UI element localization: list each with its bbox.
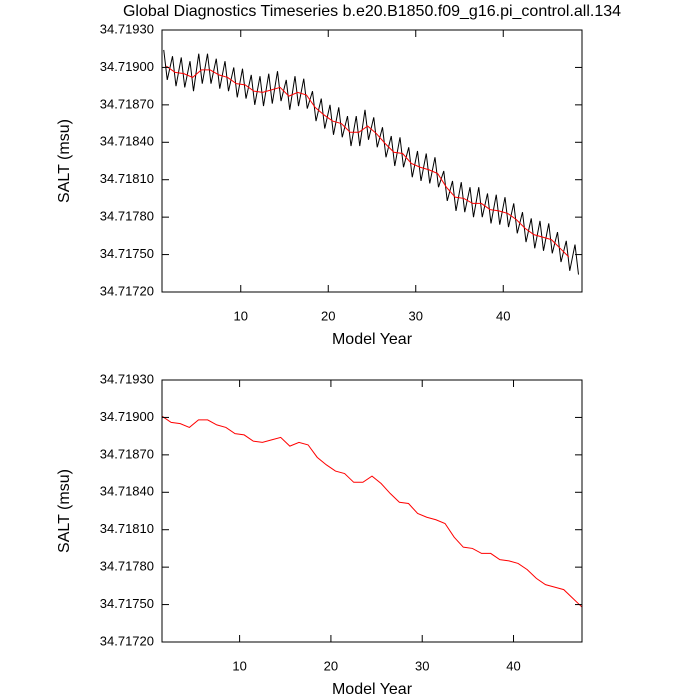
series-line	[163, 49, 579, 275]
y-tick-label: 34.71930	[100, 21, 154, 36]
y-axis-label: SALT (msu)	[56, 469, 73, 553]
y-tick-label: 34.71780	[100, 559, 154, 574]
x-tick-label: 20	[321, 308, 335, 323]
y-tick-label: 34.71810	[100, 521, 154, 536]
plot-frame	[161, 29, 583, 293]
x-tick-label: 10	[234, 308, 248, 323]
y-tick-label: 34.71750	[100, 596, 154, 611]
x-tick-label: 30	[415, 658, 429, 673]
series-line	[161, 415, 583, 608]
y-tick-label: 34.71930	[100, 371, 154, 386]
x-tick-label: 30	[409, 308, 423, 323]
x-axis-label: Model Year	[332, 681, 413, 698]
y-tick-label: 34.71810	[100, 171, 154, 186]
y-tick-label: 34.71720	[100, 283, 154, 298]
series-line	[166, 65, 570, 258]
y-tick-label: 34.71870	[100, 446, 154, 461]
x-tick-label: 20	[324, 658, 338, 673]
y-tick-label: 34.71900	[100, 59, 154, 74]
y-tick-label: 34.71720	[100, 633, 154, 648]
y-axis-label: SALT (msu)	[56, 119, 73, 203]
plot-frame	[161, 379, 583, 643]
y-tick-label: 34.71840	[100, 484, 154, 499]
y-tick-label: 34.71840	[100, 134, 154, 149]
y-tick-label: 34.71780	[100, 209, 154, 224]
chart-title: Global Diagnostics Timeseries b.e20.B185…	[123, 3, 621, 20]
y-tick-label: 34.71900	[100, 409, 154, 424]
x-tick-label: 40	[506, 658, 520, 673]
x-tick-label: 40	[496, 308, 510, 323]
y-tick-label: 34.71750	[100, 246, 154, 261]
x-axis-label: Model Year	[332, 331, 413, 348]
x-tick-label: 10	[232, 658, 246, 673]
y-tick-label: 34.71870	[100, 96, 154, 111]
